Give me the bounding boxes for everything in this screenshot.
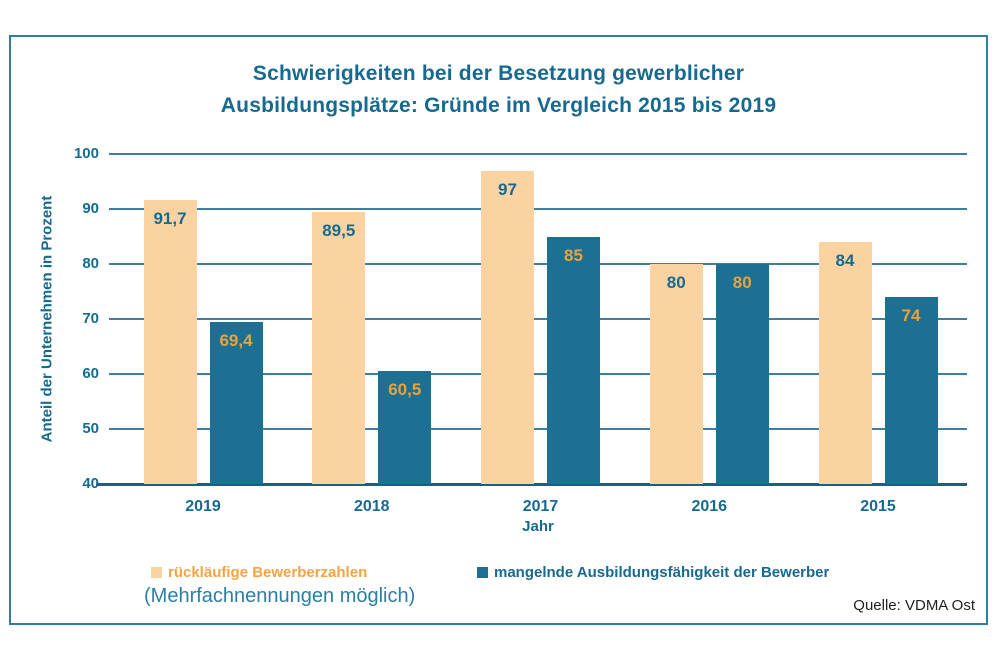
bar-value-label: 74	[901, 306, 921, 325]
bar-value-label: 80	[666, 273, 686, 292]
legend-label-1: mangelnde Ausbildungsfähigkeit der Bewer…	[494, 564, 830, 581]
y-tick-label-50: 50	[82, 420, 99, 437]
gridline-60	[109, 373, 967, 375]
gridline-90	[109, 208, 967, 210]
bar-value-label: 69,4	[219, 331, 253, 351]
gridline-80	[109, 263, 967, 265]
y-tick-label-60: 60	[82, 365, 99, 382]
y-tick-label-100: 100	[73, 145, 99, 162]
bar-2015-series-0	[818, 242, 872, 484]
y-tick-label-90: 90	[82, 200, 99, 217]
bar-value-label: 84	[835, 251, 855, 270]
bar-2018-series-0	[312, 211, 366, 484]
gridline-50	[109, 428, 967, 430]
bar-2017-series-0	[481, 170, 534, 484]
bar-2016-series-1	[715, 264, 769, 484]
bar-2015-series-1	[884, 297, 938, 484]
x-axis-line	[96, 483, 967, 486]
y-tick-label-80: 80	[82, 255, 99, 272]
legend-label-0: rückläufige Bewerberzahlen	[168, 564, 368, 581]
bar-value-label: 80	[732, 273, 752, 292]
bar-2018-series-1	[378, 371, 432, 484]
x-axis-title: Jahr	[522, 518, 554, 535]
bar-2017-series-1	[547, 236, 600, 484]
bar-2016-series-0	[649, 264, 703, 484]
x-tick-label-2017: 2017	[522, 498, 559, 515]
chart-title-line-1: Schwierigkeiten bei der Besetzung gewerb…	[252, 62, 745, 85]
gridline-100	[109, 153, 967, 155]
bar-value-label: 89,5	[322, 220, 356, 240]
x-tick-label-2018: 2018	[353, 498, 390, 515]
chart-title: Schwierigkeiten bei der Besetzung gewerb…	[11, 58, 986, 122]
legend-swatch-0	[151, 567, 162, 578]
multiple-answers-note: (Mehrfachnennungen möglich)	[144, 585, 416, 607]
plot-area: 100 90 80 70 60 50 40 91,7 69,4 2019 89,5 60,5 2018 9…	[11, 37, 986, 623]
legend-item-0: rückläufige Bewerberzahlen	[151, 564, 367, 581]
chart-title-line-2: Ausbildungsplätze: Gründe im Vergleich 2…	[220, 94, 777, 117]
bar-value-label: 91,7	[153, 208, 187, 228]
y-tick-label-40: 40	[82, 475, 99, 492]
bar-2019-series-1	[209, 322, 263, 484]
legend-swatch-1	[477, 567, 488, 578]
bar-value-label: 60,5	[388, 380, 422, 400]
y-tick-label-70: 70	[82, 310, 99, 327]
x-tick-label-2019: 2019	[185, 498, 221, 515]
x-tick-label-2016: 2016	[691, 498, 728, 515]
bar-value-label: 85	[564, 245, 583, 265]
source-label: Quelle: VDMA Ost	[853, 597, 975, 614]
legend-item-1: mangelnde Ausbildungsfähigkeit der Bewer…	[477, 564, 829, 581]
bar-2019-series-0	[143, 199, 197, 484]
gridline-70	[109, 318, 967, 320]
x-tick-label-2015: 2015	[860, 498, 896, 515]
bar-value-label: 97	[498, 179, 517, 199]
chart-frame: Schwierigkeiten bei der Besetzung gewerb…	[9, 35, 988, 625]
